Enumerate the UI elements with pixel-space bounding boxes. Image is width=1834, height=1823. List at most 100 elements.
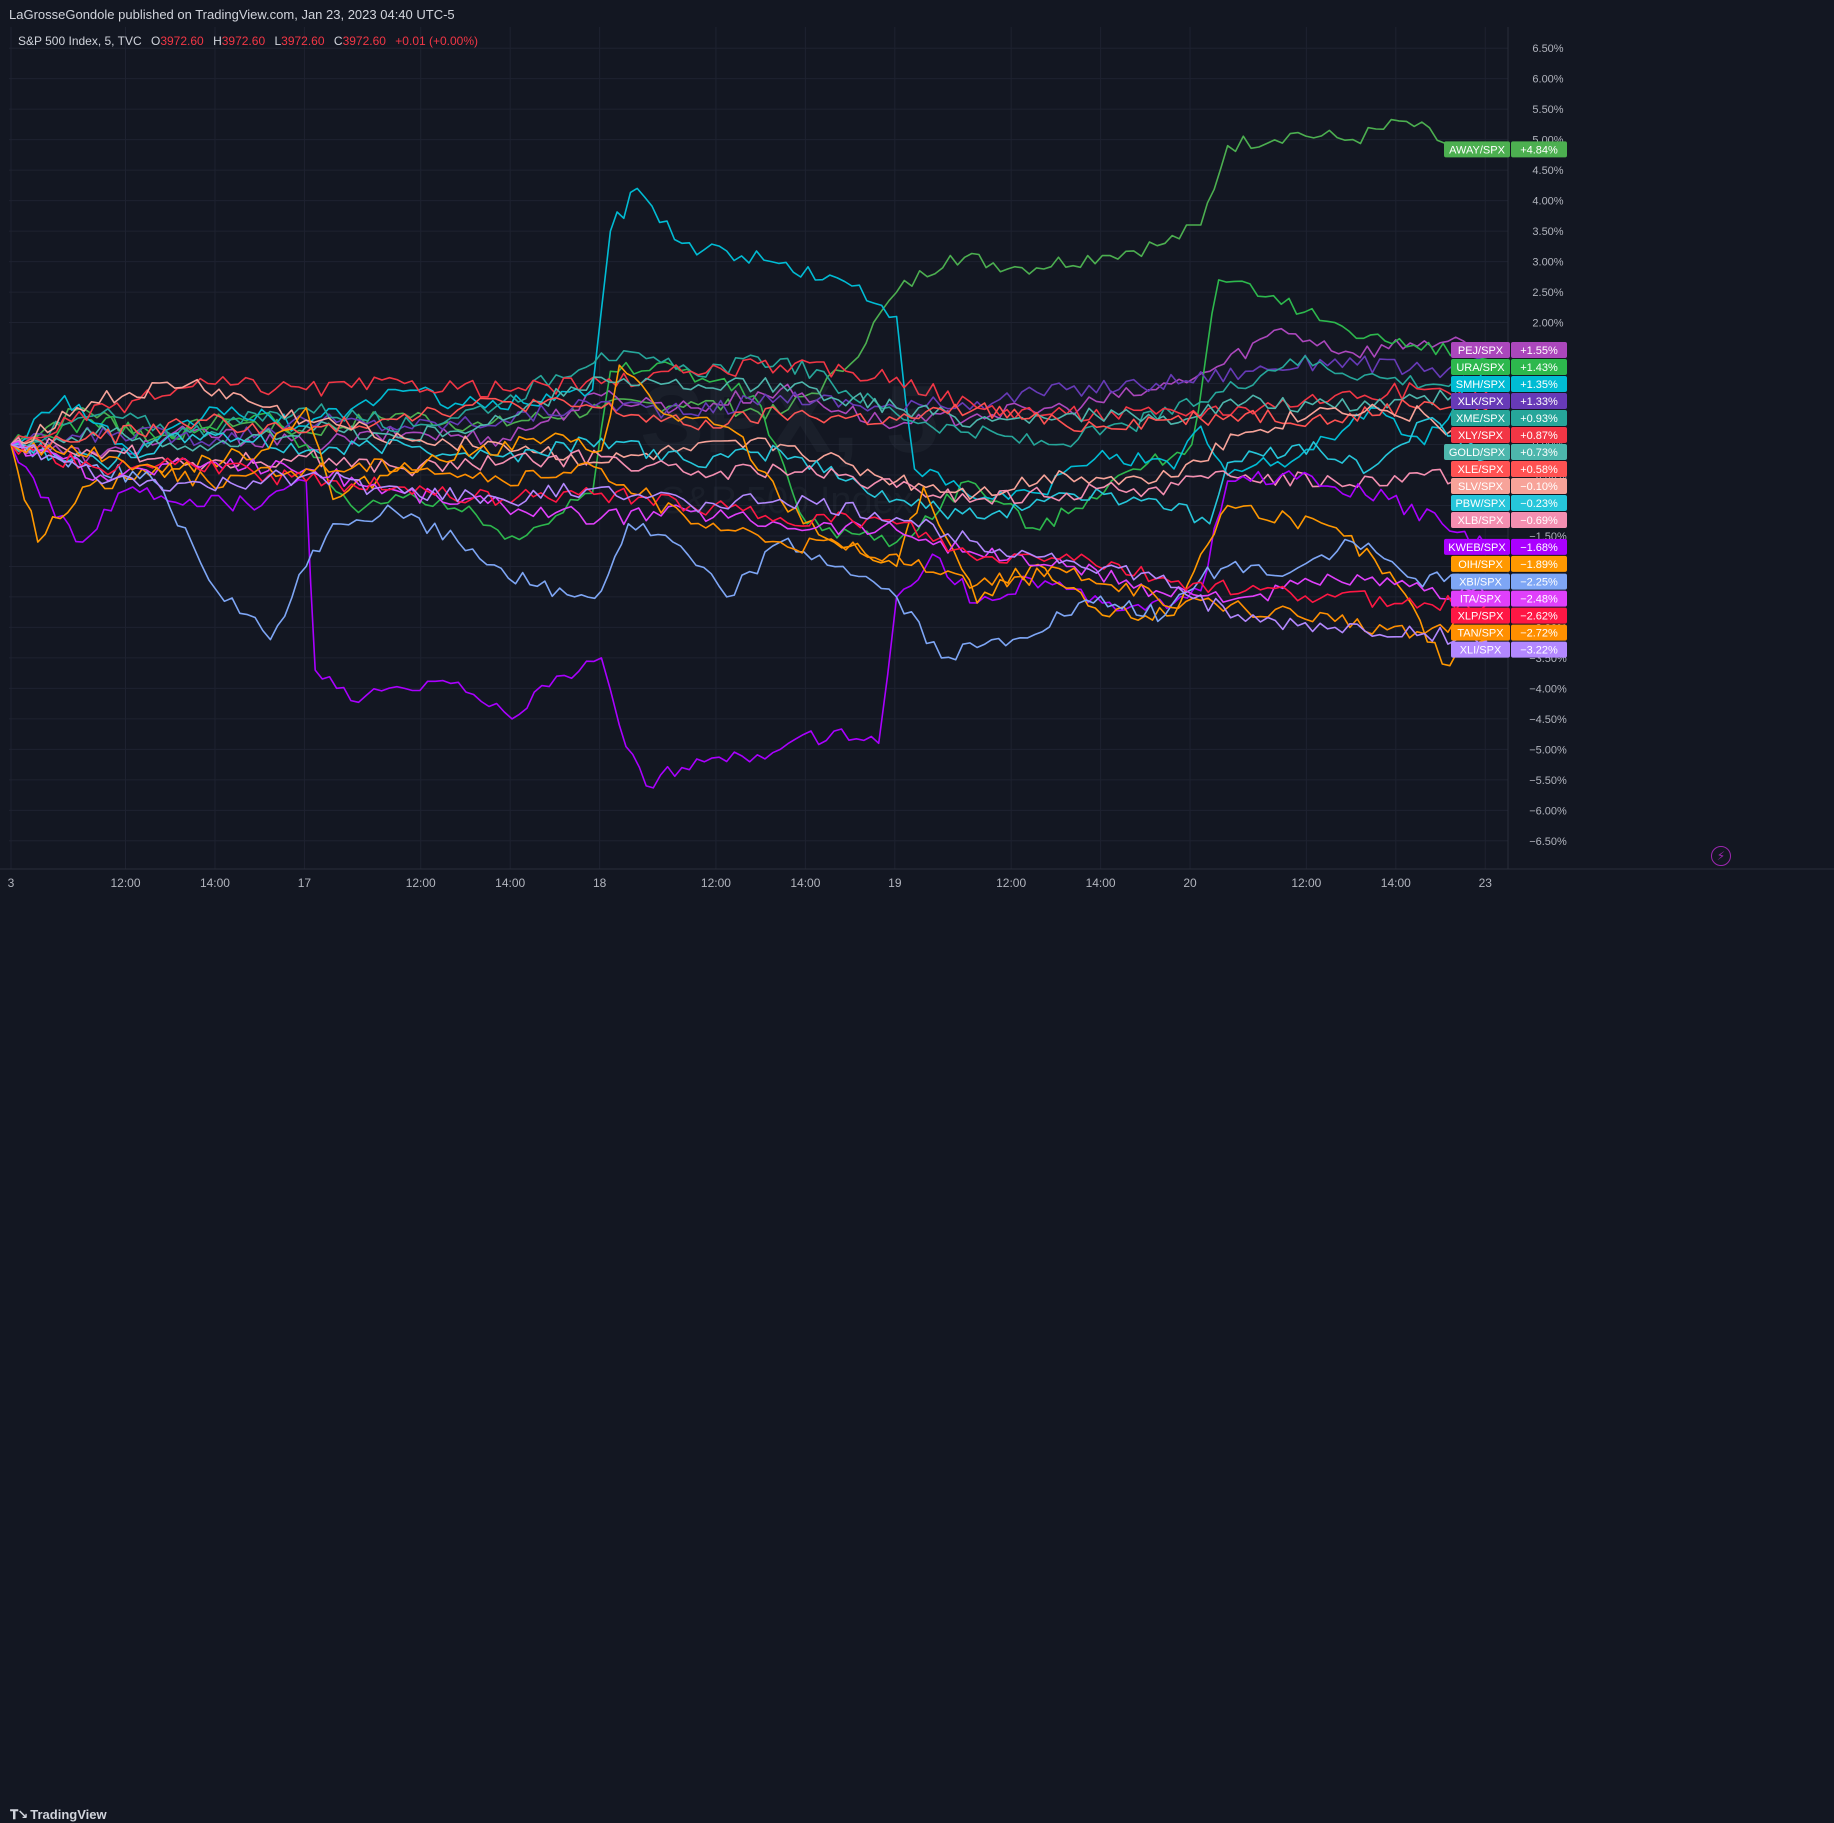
low-value: 3972.60 [281, 34, 325, 48]
y-tick-label: 6.50% [1532, 43, 1563, 55]
series-value-tag [1511, 341, 1567, 358]
series-name-tag [1451, 573, 1510, 590]
series-name-tag [1444, 538, 1510, 555]
series-line-xbi-spx [10, 443, 1488, 661]
series-name-tag [1451, 590, 1510, 607]
series-name-xli-spx: XLI/SPX [1460, 645, 1502, 657]
series-value-tag [1511, 624, 1567, 641]
series-value-away-spx: +4.84% [1520, 144, 1558, 156]
series-line-xle-spx [10, 397, 1488, 450]
lightning-icon[interactable]: ⚡ [1711, 846, 1731, 866]
series-name-tag [1444, 141, 1510, 158]
series-value-kweb-spx: −1.68% [1520, 542, 1558, 554]
series-name-xly-spx: XLY/SPX [1458, 430, 1504, 442]
series-name-tag [1451, 460, 1510, 477]
series-name-tag [1451, 426, 1510, 443]
x-tick-label: 18 [593, 876, 607, 890]
series-line-pbw-spx [10, 416, 1488, 525]
close-label: C [333, 34, 343, 48]
series-value-pbw-spx: −0.23% [1520, 498, 1558, 510]
series-name-tag [1451, 358, 1510, 375]
series-line-xly-spx [10, 358, 1488, 446]
x-tick-label: 19 [888, 876, 902, 890]
series-value-tag [1511, 409, 1567, 426]
series-name-ita-spx: ITA/SPX [1460, 594, 1502, 606]
x-tick-label: 14:00 [790, 876, 820, 890]
series-value-ura-spx: +1.43% [1520, 362, 1558, 374]
series-value-tag [1511, 573, 1567, 590]
series-value-gold-spx: +0.73% [1520, 447, 1558, 459]
series-name-ura-spx: URA/SPX [1456, 362, 1505, 374]
series-value-xly-spx: +0.87% [1520, 430, 1558, 442]
series-line-kweb-spx [10, 444, 1488, 789]
x-tick-label: 12:00 [701, 876, 731, 890]
y-tick-label: 4.00% [1532, 196, 1563, 208]
series-value-tag [1511, 477, 1567, 494]
series-value-ita-spx: −2.48% [1520, 594, 1558, 606]
series-value-tag [1511, 538, 1567, 555]
x-tick-label: 14:00 [1381, 876, 1411, 890]
line-chart[interactable]: 6.50%6.00%5.50%5.00%4.50%4.00%3.50%3.00%… [0, 27, 1834, 901]
series-name-tag [1444, 443, 1510, 460]
series-value-smh-spx: +1.35% [1520, 379, 1558, 391]
y-tick-label: 2.00% [1532, 318, 1563, 330]
series-value-xlp-spx: −2.62% [1520, 611, 1558, 623]
series-value-tag [1511, 494, 1567, 511]
series-line-smh-spx [10, 187, 1488, 501]
series-name-tag [1451, 341, 1510, 358]
series-name-tag [1451, 409, 1510, 426]
series-value-tan-spx: −2.72% [1520, 628, 1558, 640]
series-value-tag [1511, 590, 1567, 607]
series-line-gold-spx [10, 376, 1488, 452]
y-tick-label: 6.00% [1532, 74, 1563, 86]
x-tick-label: 12:00 [406, 876, 436, 890]
series-name-smh-spx: SMH/SPX [1456, 379, 1506, 391]
series-value-tag [1511, 141, 1567, 158]
y-tick-label: −5.00% [1529, 744, 1567, 756]
y-tick-label: 3.50% [1532, 226, 1563, 238]
series-value-tag [1511, 555, 1567, 572]
series-name-xlk-spx: XLK/SPX [1458, 396, 1505, 408]
publish-text: LaGrosseGondole published on TradingView… [9, 7, 455, 22]
series-name-tag [1451, 494, 1510, 511]
series-name-gold-spx: GOLD/SPX [1449, 447, 1506, 459]
series-value-xbi-spx: −2.25% [1520, 577, 1558, 589]
series-line-ita-spx [10, 440, 1488, 603]
series-name-tag [1451, 375, 1510, 392]
close-value: 3972.60 [342, 34, 386, 48]
footer: 𝐓↘ TradingView [0, 901, 1834, 1822]
series-name-tag [1451, 607, 1510, 624]
y-tick-label: −6.00% [1529, 805, 1567, 817]
y-tick-label: −5.50% [1529, 775, 1567, 787]
y-tick-label: 5.50% [1532, 104, 1563, 116]
series-line-xlb-spx [10, 436, 1488, 505]
series-line-xme-spx [10, 350, 1488, 448]
series-name-tag [1451, 624, 1510, 641]
series-name-kweb-spx: KWEB/SPX [1448, 542, 1506, 554]
y-tick-label: 2.50% [1532, 287, 1563, 299]
high-label: H [213, 34, 222, 48]
open-value: 3972.60 [160, 34, 204, 48]
series-line-oih-spx [10, 364, 1488, 667]
x-tick-label: 12:00 [1291, 876, 1321, 890]
series-value-xli-spx: −3.22% [1520, 645, 1558, 657]
series-value-tag [1511, 511, 1567, 528]
high-value: 3972.60 [221, 34, 266, 48]
series-value-tag [1511, 460, 1567, 477]
series-line-xlp-spx [10, 444, 1488, 612]
tradingview-logo[interactable]: 𝐓↘ TradingView [10, 1807, 107, 1823]
series-name-tag [1451, 555, 1510, 572]
series-name-xme-spx: XME/SPX [1456, 413, 1506, 425]
series-name-oih-spx: OIH/SPX [1458, 559, 1503, 571]
x-tick-label: 23 [1479, 876, 1493, 890]
x-tick-label: 14:00 [1086, 876, 1116, 890]
x-tick-label: 3 [8, 876, 15, 890]
x-tick-label: 17 [298, 876, 312, 890]
series-value-xlk-spx: +1.33% [1520, 396, 1558, 408]
series-value-xlb-spx: −0.69% [1520, 515, 1558, 527]
series-name-xlp-spx: XLP/SPX [1458, 611, 1505, 623]
low-label: L [274, 34, 282, 48]
chart-pane[interactable]: 6.50% 6.00% 5.50% 5.00% 4.50% 4.00% 3.50% 3.00%… [0, 27, 1834, 901]
symbol-label[interactable]: S&P 500 Index, 5, TVC [18, 34, 142, 48]
series-value-xme-spx: +0.93% [1520, 413, 1558, 425]
